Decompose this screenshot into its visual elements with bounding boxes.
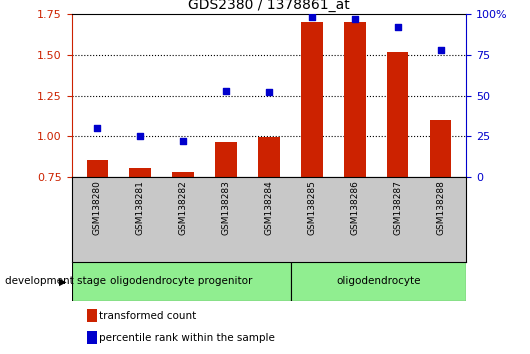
Bar — [86, 160, 108, 177]
Bar — [301, 22, 323, 177]
Point — [436, 47, 445, 53]
Text: GSM138284: GSM138284 — [264, 181, 273, 235]
Text: oligodendrocyte progenitor: oligodendrocyte progenitor — [110, 276, 252, 286]
Point — [393, 24, 402, 30]
Point — [136, 133, 145, 139]
Point — [307, 15, 316, 20]
Bar — [387, 52, 409, 177]
Text: development stage: development stage — [5, 276, 107, 286]
Bar — [129, 168, 151, 177]
Text: percentile rank within the sample: percentile rank within the sample — [99, 333, 275, 343]
Text: GSM138287: GSM138287 — [393, 181, 402, 235]
Text: GSM138281: GSM138281 — [136, 181, 145, 235]
Bar — [172, 172, 194, 177]
Bar — [344, 22, 366, 177]
Text: GSM138288: GSM138288 — [436, 181, 445, 235]
Text: GSM138280: GSM138280 — [93, 181, 102, 235]
Text: transformed count: transformed count — [99, 311, 197, 321]
Point — [265, 90, 273, 95]
Bar — [87, 309, 97, 322]
Bar — [430, 120, 452, 177]
Bar — [291, 262, 466, 301]
Text: ▶: ▶ — [59, 276, 66, 286]
Text: GSM138285: GSM138285 — [307, 181, 316, 235]
Text: GSM138282: GSM138282 — [179, 181, 188, 235]
Text: GSM138283: GSM138283 — [222, 181, 231, 235]
Bar — [258, 137, 280, 177]
Bar — [87, 331, 97, 344]
Point — [222, 88, 231, 93]
Bar — [72, 262, 291, 301]
Text: oligodendrocyte: oligodendrocyte — [337, 276, 421, 286]
Point — [93, 125, 102, 131]
Bar — [215, 142, 237, 177]
Title: GDS2380 / 1378861_at: GDS2380 / 1378861_at — [188, 0, 350, 12]
Point — [179, 138, 188, 144]
Text: GSM138286: GSM138286 — [350, 181, 359, 235]
Point — [350, 16, 359, 22]
